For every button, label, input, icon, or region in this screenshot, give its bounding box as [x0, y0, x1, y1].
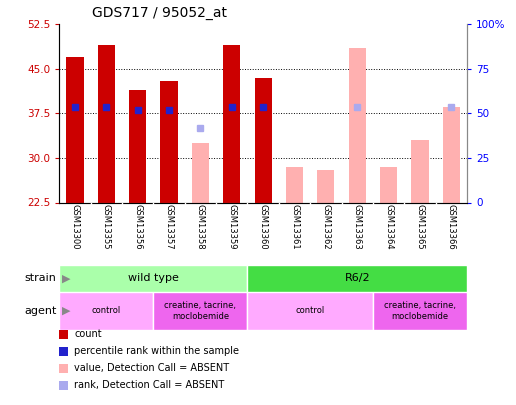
Text: GSM13362: GSM13362	[321, 205, 330, 250]
Bar	[98, 45, 115, 202]
Text: ▶: ▶	[62, 273, 70, 283]
Text: control: control	[296, 306, 325, 315]
Text: creatine, tacrine,
moclobemide: creatine, tacrine, moclobemide	[165, 301, 236, 320]
Text: GSM13360: GSM13360	[259, 205, 268, 250]
Text: GSM13365: GSM13365	[415, 205, 425, 250]
Text: wild type: wild type	[128, 273, 179, 283]
Text: GDS717 / 95052_at: GDS717 / 95052_at	[92, 6, 227, 21]
Text: rank, Detection Call = ABSENT: rank, Detection Call = ABSENT	[74, 380, 224, 390]
Text: percentile rank within the sample: percentile rank within the sample	[74, 346, 239, 356]
Bar	[192, 143, 209, 202]
Text: GSM13355: GSM13355	[102, 205, 111, 250]
Text: strain: strain	[25, 273, 57, 283]
Bar	[223, 45, 240, 202]
Bar	[59, 292, 153, 330]
Bar	[411, 140, 429, 202]
Bar	[248, 265, 467, 292]
Text: R6/2: R6/2	[344, 273, 370, 283]
Bar	[153, 292, 248, 330]
Bar	[129, 90, 147, 202]
Text: value, Detection Call = ABSENT: value, Detection Call = ABSENT	[74, 363, 230, 373]
Bar	[248, 292, 373, 330]
Bar	[349, 48, 366, 202]
Text: ▶: ▶	[62, 306, 70, 316]
Text: agent: agent	[24, 306, 57, 316]
Text: GSM13363: GSM13363	[353, 205, 362, 250]
Bar	[380, 167, 397, 202]
Text: GSM13358: GSM13358	[196, 205, 205, 250]
Text: GSM13359: GSM13359	[228, 205, 236, 250]
Bar	[317, 170, 334, 202]
Text: GSM13361: GSM13361	[290, 205, 299, 250]
Bar	[67, 57, 84, 202]
Text: GSM13357: GSM13357	[165, 205, 173, 250]
Bar	[286, 167, 303, 202]
Text: GSM13300: GSM13300	[71, 205, 79, 250]
Text: GSM13366: GSM13366	[447, 205, 456, 250]
Text: GSM13356: GSM13356	[133, 205, 142, 250]
Bar	[59, 265, 248, 292]
Bar	[254, 78, 272, 202]
Text: creatine, tacrine,
moclobemide: creatine, tacrine, moclobemide	[384, 301, 456, 320]
Text: count: count	[74, 329, 102, 339]
Bar	[373, 292, 467, 330]
Text: GSM13364: GSM13364	[384, 205, 393, 250]
Bar	[443, 107, 460, 202]
Bar	[160, 81, 178, 202]
Text: control: control	[92, 306, 121, 315]
